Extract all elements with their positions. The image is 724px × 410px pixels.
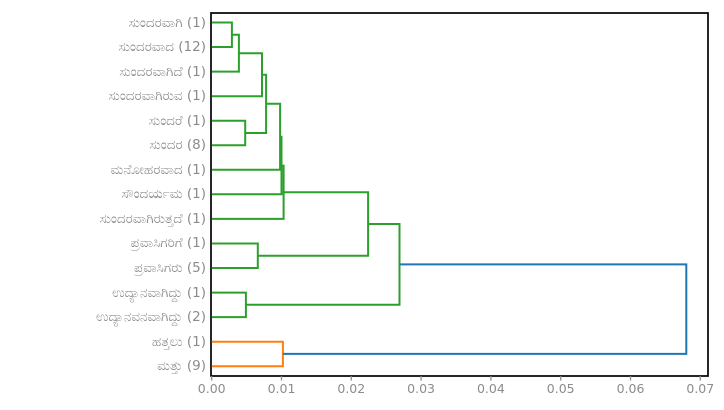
dendrogram-link bbox=[211, 340, 284, 368]
leaf-label: ಸುಂದರವಾಗಿ (1) bbox=[128, 14, 206, 31]
dendrogram-link bbox=[211, 33, 240, 73]
leaf-label: ಹತ್ತಲು (1) bbox=[151, 333, 206, 350]
x-tick-label: 0.06 bbox=[616, 381, 645, 396]
dendrogram-link bbox=[211, 52, 263, 98]
x-tick-label: 0.01 bbox=[267, 381, 296, 396]
leaf-label: ಸುಂದರೆ (1) bbox=[148, 112, 206, 129]
leaf-label: ಸೌಂದರ್ಯಮ (1) bbox=[121, 186, 206, 203]
dendrogram-link bbox=[257, 191, 370, 257]
dendrogram-link bbox=[211, 21, 233, 48]
x-tick-label: 0.02 bbox=[337, 381, 366, 396]
x-tick-label: 0.04 bbox=[476, 381, 505, 396]
leaf-label: ಪ್ರವಾಸಿಗರಿಗೆ (1) bbox=[130, 235, 206, 252]
dendrogram-link bbox=[211, 119, 247, 147]
axes-box bbox=[210, 12, 709, 377]
leaf-label: ಸುಂದರವಾಗಿರುವ (1) bbox=[108, 88, 206, 105]
dendrogram-link bbox=[211, 291, 247, 319]
leaf-label: ಸುಂದರ (8) bbox=[149, 137, 206, 154]
leaf-label: ಸುಂದರವಾಗಿರುತ್ತದೆ (1) bbox=[99, 210, 206, 227]
leaf-label: ಉದ್ಯಾನವನವಾಗಿದ್ದು (2) bbox=[95, 309, 206, 326]
leaf-label: ಪ್ರವಾಸಿಗರು (5) bbox=[133, 260, 206, 276]
dendrogram-link bbox=[211, 242, 259, 269]
leaf-label: ಸುಂದರವಾದ (12) bbox=[118, 39, 206, 56]
x-tick-label: 0.03 bbox=[407, 381, 436, 396]
leaf-label: ಉದ್ಯಾನವಾಗಿದ್ದು (1) bbox=[112, 284, 206, 301]
leaf-label: ಮತ್ತು (9) bbox=[157, 358, 206, 375]
x-tick-label: 0.07 bbox=[686, 381, 715, 396]
dendrogram-link bbox=[245, 223, 401, 306]
x-tick-label: 0.00 bbox=[197, 381, 226, 396]
leaf-label: ಮನೋಹರವಾದ (1) bbox=[110, 161, 206, 178]
dendrogram-link bbox=[211, 164, 285, 220]
dendrogram-link bbox=[282, 263, 688, 355]
leaf-label: ಸುಂದರವಾಗಿದೆ (1) bbox=[119, 63, 206, 80]
x-tick-label: 0.05 bbox=[546, 381, 575, 396]
